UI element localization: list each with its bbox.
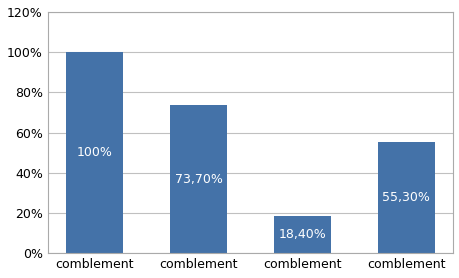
Text: 73,70%: 73,70% [174, 173, 222, 186]
Text: 100%: 100% [77, 146, 112, 159]
Bar [66, 52, 123, 253]
Bar [273, 216, 330, 253]
Text: 55,30%: 55,30% [381, 191, 429, 204]
Bar [377, 142, 434, 253]
Text: 18,40%: 18,40% [278, 228, 325, 241]
Bar [169, 105, 227, 253]
